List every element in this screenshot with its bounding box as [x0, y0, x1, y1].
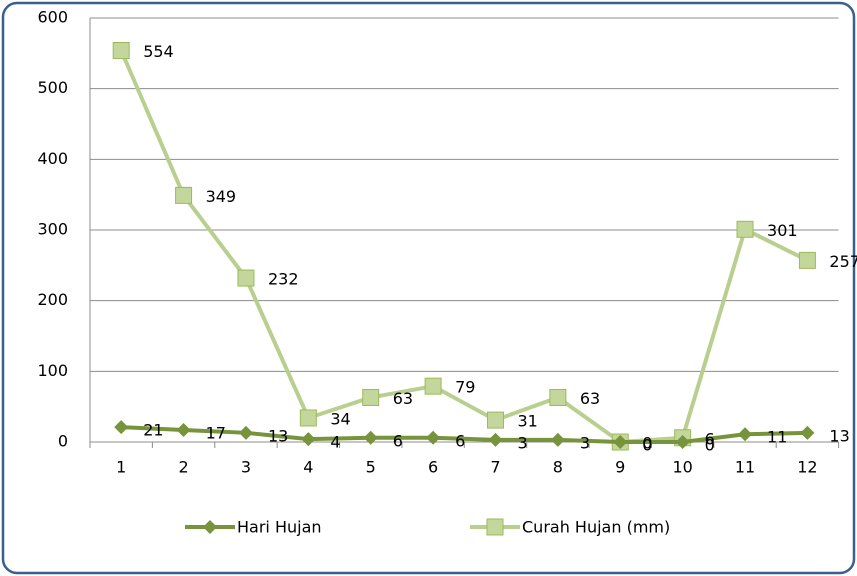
- data-label: 6: [455, 431, 465, 450]
- marker: [238, 425, 253, 440]
- legend-label: Curah Hujan (mm): [522, 518, 670, 537]
- x-tick-label: 6: [428, 458, 438, 477]
- data-label: 0: [642, 434, 652, 453]
- marker: [424, 377, 442, 395]
- data-label: 6: [393, 431, 403, 450]
- data-label: 21: [143, 421, 163, 440]
- x-tick-label: 7: [490, 458, 500, 477]
- data-label: 63: [393, 389, 413, 408]
- data-label: 13: [829, 426, 849, 445]
- x-tick-label: 3: [241, 458, 251, 477]
- data-label: 31: [517, 412, 537, 431]
- y-tick-label: 600: [37, 8, 68, 27]
- marker: [800, 425, 815, 440]
- data-label: 6: [705, 429, 715, 448]
- x-tick-label: 5: [366, 458, 376, 477]
- x-tick-label: 10: [672, 458, 692, 477]
- data-label: 4: [330, 433, 340, 452]
- marker: [613, 435, 628, 449]
- marker: [112, 42, 130, 60]
- data-label: 0: [705, 436, 715, 455]
- legend-label: Hari Hujan: [237, 518, 322, 537]
- data-label: 232: [268, 270, 299, 289]
- x-tick-label: 12: [797, 458, 817, 477]
- data-label: 349: [206, 187, 237, 206]
- marker: [362, 388, 380, 406]
- x-tick-label: 1: [116, 458, 126, 477]
- marker: [736, 220, 754, 238]
- y-tick-label: 400: [37, 149, 68, 168]
- series-line: [119, 49, 809, 445]
- data-label: 34: [330, 409, 350, 428]
- marker: [738, 427, 753, 442]
- x-tick-label: 8: [553, 458, 563, 477]
- marker: [175, 186, 193, 204]
- y-tick-label: 0: [58, 432, 68, 451]
- y-tick-label: 300: [37, 220, 68, 239]
- marker: [486, 411, 504, 429]
- marker: [549, 388, 567, 406]
- x-tick-label: 4: [303, 458, 313, 477]
- x-tick-label: 2: [178, 458, 188, 477]
- y-tick-label: 500: [37, 78, 68, 97]
- data-label: 79: [455, 378, 475, 397]
- marker: [798, 251, 816, 269]
- marker: [176, 422, 191, 437]
- data-label: 301: [767, 221, 798, 240]
- legend-marker: [486, 518, 504, 536]
- marker: [488, 432, 503, 447]
- x-tick-label: 9: [615, 458, 625, 477]
- marker: [363, 430, 378, 445]
- data-label: 17: [206, 423, 226, 442]
- data-label: 3: [580, 433, 590, 452]
- marker: [675, 435, 690, 449]
- data-label: 0: [642, 436, 652, 455]
- marker: [550, 432, 565, 447]
- marker: [114, 420, 129, 435]
- data-label: 257: [829, 252, 857, 271]
- data-label: 13: [268, 426, 288, 445]
- marker: [426, 430, 441, 445]
- data-label: 11: [767, 428, 787, 447]
- series-line: [121, 425, 808, 444]
- x-tick-label: 11: [735, 458, 755, 477]
- marker: [237, 269, 255, 287]
- marker: [301, 432, 316, 447]
- data-label: 63: [580, 389, 600, 408]
- y-tick-label: 100: [37, 361, 68, 380]
- data-label: 554: [143, 42, 174, 61]
- y-tick-label: 200: [37, 290, 68, 309]
- legend-marker: [203, 520, 217, 534]
- data-label: 3: [517, 433, 527, 452]
- marker: [299, 409, 317, 427]
